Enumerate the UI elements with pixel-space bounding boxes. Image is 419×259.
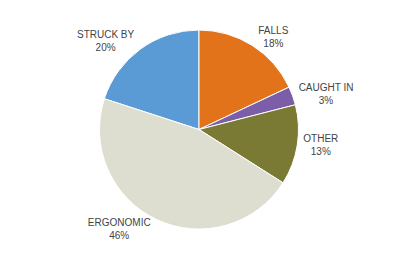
svg-text:ERGONOMIC46%: ERGONOMIC46% <box>88 217 151 241</box>
svg-text:FALLS18%: FALLS18% <box>258 25 288 49</box>
svg-text:STRUCK BY20%: STRUCK BY20% <box>77 29 135 53</box>
svg-text:OTHER13%: OTHER13% <box>303 133 338 157</box>
svg-text:CAUGHT IN3%: CAUGHT IN3% <box>299 82 354 106</box>
